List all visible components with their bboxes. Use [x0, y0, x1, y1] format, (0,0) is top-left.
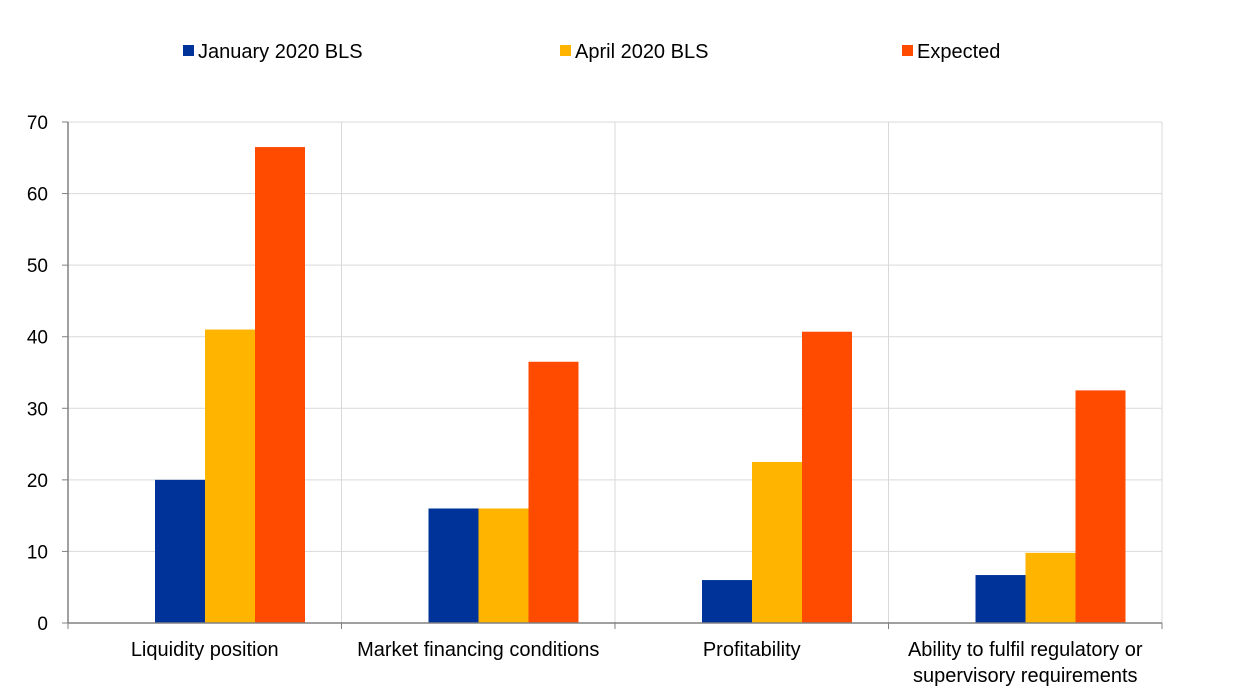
bar-expected-3: [1075, 390, 1126, 623]
x-category-label-0-0: Liquidity position: [131, 639, 279, 661]
bar-april-2020-bls-3: [1025, 552, 1076, 623]
bar-april-2020-bls-2: [752, 461, 802, 623]
bar-expected-2: [802, 331, 852, 623]
chart-axes: [62, 121, 1163, 629]
x-axis-category-labels: Liquidity position Market financing condi…: [131, 639, 1143, 687]
bar-january-2020-bls-2: [702, 580, 752, 623]
x-category-label-1-0: Market financing conditions: [357, 639, 599, 661]
bar-january-2020-bls-1: [428, 508, 479, 623]
x-category-label-2-0: Profitability: [703, 639, 801, 661]
y-tick-label-50: 50: [27, 256, 48, 277]
chart-bars: [155, 147, 1126, 624]
bar-expected-0: [255, 147, 305, 624]
y-tick-label-20: 20: [27, 471, 48, 492]
y-tick-label-30: 30: [27, 399, 48, 420]
y-tick-label-70: 70: [27, 113, 48, 134]
chart-legend: January 2020 BLS April 2020 BLS Expected: [183, 41, 1000, 63]
legend-label-2: Expected: [917, 41, 1000, 63]
y-tick-label-40: 40: [27, 328, 48, 349]
x-category-label-3-0: Ability to fulfil regulatory or: [908, 639, 1143, 661]
legend-swatch-1: [560, 45, 571, 56]
y-tick-label-10: 10: [27, 542, 48, 563]
bar-january-2020-bls-3: [975, 575, 1026, 623]
legend-swatch-2: [902, 45, 913, 56]
bar-april-2020-bls-0: [205, 329, 255, 623]
y-axis-tick-labels: 0 10 20 30 40 50 60 70: [27, 113, 48, 635]
y-tick-label-60: 60: [27, 185, 48, 206]
legend-swatch-0: [183, 45, 194, 56]
bar-april-2020-bls-1: [478, 508, 529, 623]
bar-january-2020-bls-0: [155, 479, 205, 623]
legend-label-0: January 2020 BLS: [198, 41, 363, 63]
bar-expected-1: [528, 361, 579, 623]
y-tick-label-0: 0: [37, 614, 48, 635]
legend-label-1: April 2020 BLS: [575, 41, 708, 63]
x-category-label-3-1: supervisory requirements: [913, 665, 1138, 687]
